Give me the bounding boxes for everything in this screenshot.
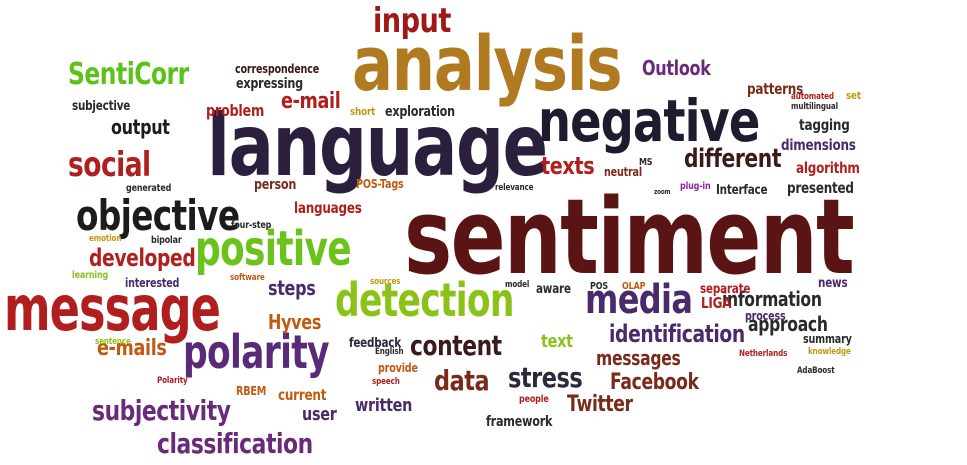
word-exploration: exploration <box>385 104 455 120</box>
word-pos: POS <box>590 281 608 292</box>
word-separate: separate <box>700 282 751 297</box>
word-current: current <box>278 386 327 404</box>
word-polarity_small: Polarity <box>157 376 188 386</box>
word-e-mail: e-mail <box>281 89 341 114</box>
word-liga: LIGA <box>701 294 732 312</box>
word-twitter: Twitter <box>567 392 633 417</box>
word-messages: messages <box>596 346 681 370</box>
word-negative: negative <box>538 87 760 155</box>
word-stress: stress <box>508 361 583 394</box>
word-netherlands: Netherlands <box>739 349 788 359</box>
word-relevance: relevance <box>495 183 534 193</box>
word-framework: framework <box>486 414 553 430</box>
word-presented: presented <box>787 179 854 197</box>
word-set: set <box>846 89 861 102</box>
word-input: input <box>373 1 451 41</box>
word-user: user <box>302 404 337 425</box>
word-objective: objective <box>76 191 240 240</box>
word-social: social <box>68 145 151 185</box>
word-provide: provide <box>378 361 418 375</box>
word-interface: Interface <box>716 183 768 198</box>
word-neutral: neutral <box>604 165 642 179</box>
word-summary: summary <box>803 332 852 346</box>
word-software: software <box>230 273 265 283</box>
word-analysis: analysis <box>352 19 623 108</box>
word-steps: steps <box>268 276 316 300</box>
word-speech: speech <box>372 377 400 387</box>
word-aware: aware <box>536 282 571 297</box>
word-plug-in: plug-in <box>680 181 711 192</box>
word-ms: MS <box>639 157 653 168</box>
word-expressing: expressing <box>236 76 303 92</box>
word-learning: learning <box>72 270 109 281</box>
word-news: news <box>818 276 848 291</box>
word-polarity: polarity <box>183 325 330 379</box>
word-written: written <box>355 395 413 416</box>
word-subjectivity: subjectivity <box>92 394 231 427</box>
word-data: data <box>434 364 490 397</box>
word-e-mails: e-mails <box>97 336 167 361</box>
word-english: English <box>375 347 404 357</box>
word-algorithm: algorithm <box>796 159 860 177</box>
word-feedback: feedback <box>349 336 401 351</box>
word-detection: detection <box>335 273 515 327</box>
word-dimensions: dimensions <box>781 136 856 154</box>
word-positive: positive <box>195 221 352 277</box>
word-generated: generated <box>126 183 172 194</box>
word-sentence: sentence <box>95 337 131 347</box>
word-developed: developed <box>89 244 196 272</box>
word-emotion: emotion <box>89 234 122 244</box>
word-pos-tags: POS-Tags <box>356 177 404 191</box>
word-languages: languages <box>294 199 362 217</box>
word-information: information <box>722 287 822 311</box>
word-people: people <box>519 394 549 405</box>
word-text: text <box>541 331 573 352</box>
word-different: different <box>684 144 782 174</box>
word-adaboost: AdaBoost <box>797 366 835 376</box>
word-rbem: RBEM <box>236 384 267 398</box>
word-patterns: patterns <box>747 80 803 98</box>
word-hyves: Hyves <box>268 310 322 334</box>
word-problem: problem <box>206 101 265 120</box>
word-multilingual: multilingual <box>791 102 838 112</box>
word-senticorr: SentiCorr <box>68 57 189 92</box>
word-olap: OLAP <box>622 281 646 292</box>
word-knowledge: knowledge <box>808 347 851 357</box>
word-media: media <box>585 277 693 323</box>
word-process: process <box>745 309 786 323</box>
word-sources: sources <box>370 277 401 287</box>
word-correspondence: correspondence <box>235 62 320 76</box>
word-message: message <box>4 272 221 345</box>
word-person: person <box>254 177 297 193</box>
word-interested: interested <box>125 276 180 290</box>
word-approach: approach <box>748 312 828 336</box>
word-short: short <box>350 105 376 118</box>
word-classification: classification <box>157 427 313 460</box>
word-four-step: four-step <box>231 220 272 231</box>
word-outlook: Outlook <box>642 56 711 80</box>
word-output: output <box>111 115 170 139</box>
word-identification: identification <box>609 320 745 348</box>
word-language: language <box>207 96 548 196</box>
word-model: model <box>505 280 530 290</box>
word-automated: automated <box>791 92 834 102</box>
word-texts: texts <box>541 152 595 180</box>
word-tagging: tagging <box>799 116 850 134</box>
word-zoom: zoom <box>654 188 671 196</box>
word-bipolar: bipolar <box>151 235 182 246</box>
word-facebook: Facebook <box>610 370 699 395</box>
word-content: content <box>410 329 502 362</box>
word-subjective: subjective <box>72 99 131 114</box>
word-sentiment: sentiment <box>404 176 855 298</box>
